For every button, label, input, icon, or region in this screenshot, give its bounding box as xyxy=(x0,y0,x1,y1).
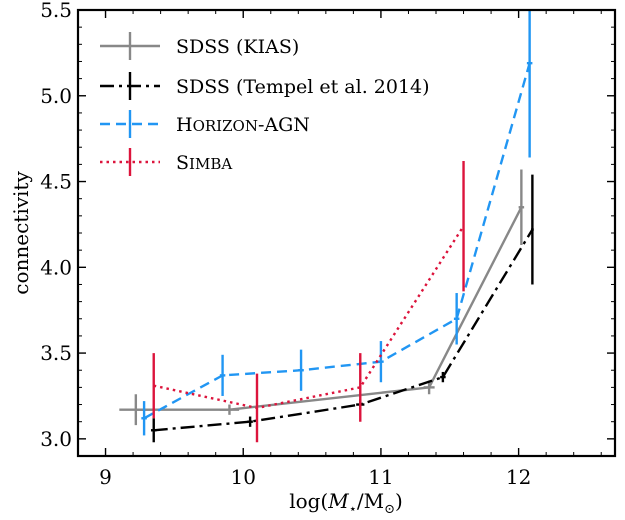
legend: SDSS (KIAS) SDSS (Tempel et al. 2014) HORI… xyxy=(100,32,430,176)
plot-area xyxy=(78,10,615,456)
series-sdss-kias- xyxy=(119,169,525,426)
y-axis-label: connectivity xyxy=(9,171,33,295)
series-line xyxy=(143,62,531,420)
series-horizon-agn xyxy=(141,10,533,436)
y-tick-label: 3.0 xyxy=(40,427,72,451)
legend-label: SDSS (KIAS) xyxy=(176,36,299,58)
y-tick-label: 4.0 xyxy=(40,255,72,279)
series-simba xyxy=(152,160,465,443)
x-tick-label: 10 xyxy=(231,465,256,489)
series-line xyxy=(153,225,465,410)
plot-frame xyxy=(76,8,617,458)
y-tick-label: 4.5 xyxy=(40,170,72,194)
legend-label: SIMBA xyxy=(176,152,232,174)
x-tick-label: 12 xyxy=(506,465,531,489)
y-tick-label: 5.0 xyxy=(40,84,72,108)
y-tick-label: 3.5 xyxy=(40,341,72,365)
x-axis-label: log(M⋆/M⊙) xyxy=(289,489,403,517)
series-layer xyxy=(119,10,534,443)
x-tick-label: 9 xyxy=(99,465,112,489)
x-tick-label: 11 xyxy=(368,465,393,489)
series-line xyxy=(135,206,523,411)
legend-label: HORIZON-AGN xyxy=(176,114,310,136)
legend-label: SDSS (Tempel et al. 2014) xyxy=(176,76,430,98)
y-tick-label: 5.5 xyxy=(40,0,72,22)
